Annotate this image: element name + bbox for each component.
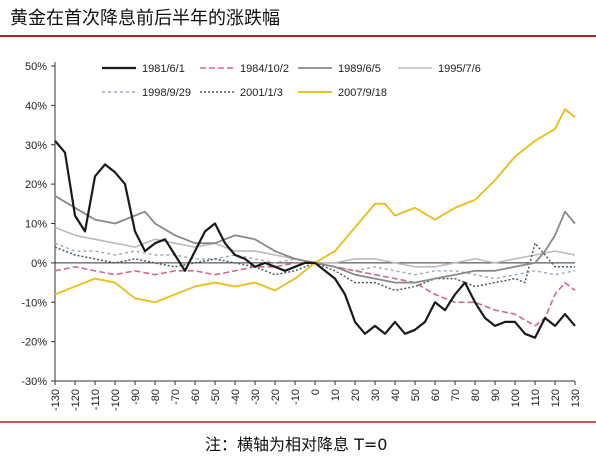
legend-label: 1998/9/29 <box>142 87 191 99</box>
x-tick-label: 60 <box>430 389 442 401</box>
legend: 1981/6/1 1984/10/2 1989/6/5 1995/7/6 1998/9/… <box>102 63 481 99</box>
x-tick-label: -110 <box>90 389 102 410</box>
x-tick-label: 100 <box>510 389 522 407</box>
x-tick-label: 90 <box>490 389 502 401</box>
legend-label: 1995/7/6 <box>438 63 481 75</box>
x-tick-label: 40 <box>390 389 402 401</box>
series-layer <box>54 108 576 339</box>
y-tick-label: 50% <box>25 61 47 73</box>
x-tick-label: 120 <box>550 389 562 407</box>
y-tick-label: -10% <box>21 297 47 309</box>
legend-label: 1989/6/5 <box>338 63 381 75</box>
x-tick-label: 50 <box>410 389 422 401</box>
series-line-1998/9/29 <box>54 242 576 280</box>
x-tick-label: 80 <box>470 389 482 401</box>
x-tick-label: -50 <box>210 389 222 405</box>
x-tick-label: 110 <box>530 389 542 407</box>
x-tick-label: 10 <box>330 389 342 401</box>
y-tick-label: 10% <box>25 219 47 231</box>
y-tick-label: 40% <box>25 100 47 112</box>
series-line-1981/6/1 <box>54 140 576 339</box>
axes: -30% -20% -10% 0% 10% 20% 30% 40% 50% -130 -120 -11… <box>21 61 582 411</box>
x-tick-label: -130 <box>50 389 62 411</box>
y-tick-label: 0% <box>31 258 47 270</box>
x-tick-label: -100 <box>110 389 122 411</box>
footnote: 注：横轴为相对降息 T=0 <box>205 435 387 454</box>
x-tick-label: -30 <box>250 389 262 405</box>
series-line-1989/6/5 <box>54 195 576 284</box>
y-tick-label: -20% <box>21 337 47 349</box>
x-tick-label: -70 <box>170 389 182 405</box>
y-tick-label: -30% <box>21 376 47 388</box>
series-line-2007/9/18 <box>54 108 576 304</box>
series-line-2001/1/3 <box>54 242 575 292</box>
series-line-1995/7/6 <box>54 226 576 268</box>
x-tick-label: 70 <box>450 389 462 401</box>
x-tick-label: 130 <box>570 389 582 407</box>
legend-label: 2001/1/3 <box>240 87 283 99</box>
x-tick-label: -10 <box>290 389 302 405</box>
legend-label: 1984/10/2 <box>240 63 289 75</box>
y-tick-label: 20% <box>25 179 47 191</box>
x-tick-label: -20 <box>270 389 282 405</box>
x-tick-label: 0 <box>310 389 322 395</box>
legend-label: 1981/6/1 <box>142 63 185 75</box>
x-tick-label: 20 <box>350 389 362 401</box>
x-tick-label: -120 <box>70 389 82 411</box>
y-tick-label: 30% <box>25 140 47 152</box>
x-tick-label: -80 <box>150 389 162 405</box>
series-line-1984/10/2 <box>54 262 576 327</box>
legend-label: 2007/9/18 <box>338 87 387 99</box>
x-tick-label: 30 <box>370 389 382 401</box>
x-tick-label: -60 <box>190 389 202 405</box>
x-tick-label: -90 <box>130 389 142 405</box>
chart-title: 黄金在首次降息前后半年的涨跌幅 <box>10 8 280 29</box>
x-tick-label: -40 <box>230 389 242 405</box>
